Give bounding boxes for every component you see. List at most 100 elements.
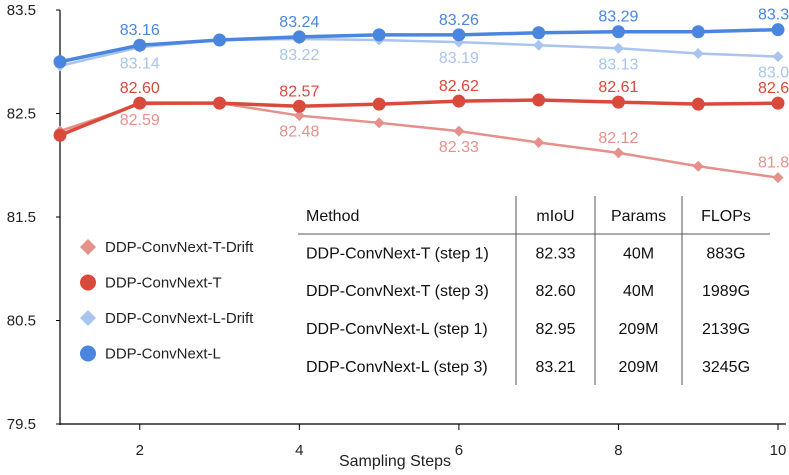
series-ddp-convnext-l [53, 23, 785, 69]
legend-item: DDP-ConvNext-T [80, 274, 222, 292]
table-cell: 82.95 [535, 321, 575, 338]
chart-series [53, 23, 785, 184]
data-point [533, 39, 545, 51]
series-ddp-convnext-l-drift [54, 33, 784, 72]
data-label: 83.31 [758, 7, 789, 24]
table-cell: 83.21 [535, 359, 575, 376]
chart-axes: 79.5 80.5 81.5 82.5 83.5 2 4 6 8 10 [7, 2, 787, 459]
data-label: 82.12 [598, 130, 638, 147]
series-line [59, 101, 779, 179]
data-label: 83.22 [279, 47, 319, 64]
data-point [532, 93, 546, 107]
table-cell: 209M [618, 321, 658, 338]
data-point [532, 26, 546, 40]
data-point [771, 96, 785, 110]
legend-marker [80, 345, 96, 362]
data-label: 83.14 [120, 55, 160, 72]
y-tick-label: 80.5 [7, 313, 36, 330]
data-point [452, 94, 466, 108]
data-label: 83.05 [758, 65, 789, 82]
y-tick-label: 83.5 [7, 2, 36, 19]
data-label: 82.33 [439, 139, 479, 156]
data-point [53, 128, 67, 142]
data-label: 83.24 [279, 14, 319, 31]
table-cell: 40M [623, 246, 654, 263]
table-cell: 82.60 [535, 283, 575, 300]
table-cell: 1989G [702, 283, 750, 300]
data-label: 81.88 [758, 155, 789, 172]
table-cell: 3245G [702, 359, 750, 376]
x-tick-label: 8 [614, 442, 622, 459]
table-header-cell: FLOPs [701, 208, 751, 225]
data-label: 82.61 [598, 79, 638, 96]
legend-marker [80, 274, 96, 291]
table-cell: 2139G [702, 321, 750, 338]
data-point [213, 33, 227, 47]
data-point [533, 136, 545, 148]
data-point [133, 96, 147, 110]
table-background [296, 196, 782, 388]
data-point [611, 95, 625, 109]
legend-label: DDP-ConvNext-L-Drift [105, 310, 254, 327]
data-label: 82.59 [120, 112, 160, 129]
data-label: 82.48 [279, 124, 319, 141]
data-point [293, 110, 305, 122]
table-cell: 82.33 [535, 246, 575, 263]
x-tick-label: 2 [136, 442, 144, 459]
legend-label: DDP-ConvNext-T-Drift [105, 239, 254, 256]
legend-item: DDP-ConvNext-L-Drift [80, 310, 254, 327]
series-ddp-convnext-t-drift [54, 97, 784, 184]
table-cell: DDP-ConvNext-L (step 3) [306, 359, 488, 376]
data-point [453, 125, 465, 137]
data-point [292, 99, 306, 113]
data-label: 83.29 [598, 9, 638, 26]
y-tick-label: 82.5 [7, 106, 36, 123]
x-tick-label: 4 [295, 442, 303, 459]
data-point [292, 30, 306, 44]
data-point [612, 147, 624, 159]
legend-marker [80, 239, 96, 255]
data-point [771, 23, 785, 37]
data-label: 82.57 [279, 83, 319, 100]
x-axis-title: Sampling Steps [339, 453, 451, 470]
table-cell: 883G [706, 246, 745, 263]
data-point [772, 51, 784, 63]
data-label: 82.62 [439, 78, 479, 95]
data-point [612, 42, 624, 54]
table-cell: DDP-ConvNext-L (step 1) [306, 321, 488, 338]
x-tick-label: 6 [455, 442, 463, 459]
data-point [691, 25, 705, 39]
legend-label: DDP-ConvNext-L [105, 346, 221, 363]
table-cell: DDP-ConvNext-T (step 3) [306, 283, 489, 300]
legend-marker [80, 310, 96, 326]
data-label: 82.60 [120, 80, 160, 97]
data-point [213, 96, 227, 110]
legend-label: DDP-ConvNext-T [105, 275, 222, 292]
data-label: 83.19 [439, 50, 479, 67]
data-point [452, 28, 466, 42]
legend-item: DDP-ConvNext-T-Drift [80, 239, 254, 256]
table-header-cell: Method [306, 208, 359, 225]
data-label: 83.16 [120, 22, 160, 39]
table-cell: 40M [623, 283, 654, 300]
results-table: Method mIoU Params FLOPs DDP-ConvNext-T (ste… [296, 196, 782, 388]
data-point [373, 117, 385, 129]
series-ddp-convnext-t [53, 93, 785, 142]
data-point [372, 28, 386, 42]
data-point [772, 172, 784, 184]
data-label: 83.26 [439, 12, 479, 29]
table-cell: DDP-ConvNext-T (step 1) [306, 246, 489, 263]
table-cell: 209M [618, 359, 658, 376]
series-line [59, 98, 779, 137]
data-label: 83.13 [598, 56, 638, 73]
chart-legend: DDP-ConvNext-T-Drift DDP-ConvNext-T DDP-Co… [80, 239, 254, 363]
data-point [692, 160, 704, 172]
x-tick-label: 10 [770, 442, 787, 459]
legend-item: DDP-ConvNext-L [80, 345, 221, 363]
data-point [691, 97, 705, 111]
y-tick-label: 79.5 [7, 416, 36, 433]
data-point [133, 38, 147, 52]
table-header-cell: Params [611, 208, 666, 225]
data-label: 82.60 [758, 80, 789, 97]
